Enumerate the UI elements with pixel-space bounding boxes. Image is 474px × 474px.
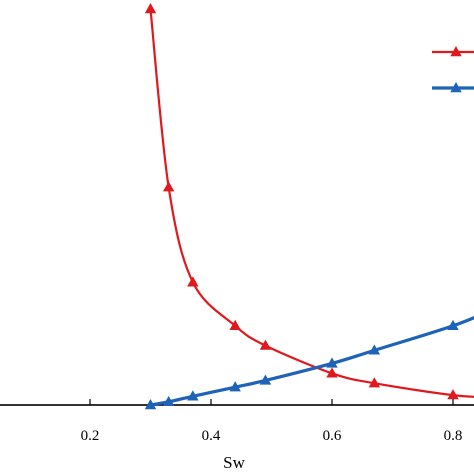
series-1-point (144, 3, 157, 14)
x-tick-label: 0.2 (81, 428, 100, 444)
x-tick-label: 0.8 (444, 428, 463, 444)
series-1-point (368, 377, 381, 388)
legend-marker-2 (450, 82, 462, 93)
plot-frame (0, 404, 474, 406)
legend-marker-1 (450, 46, 462, 57)
series-2-point (162, 395, 175, 407)
series-2-point (259, 374, 272, 385)
series-1-point (326, 367, 338, 378)
series-1-point (259, 339, 272, 350)
series-1-point (229, 319, 241, 330)
series-2-point (326, 357, 338, 368)
series-2-point (368, 344, 381, 355)
series-layer (144, 3, 474, 410)
series-2-point (187, 390, 199, 401)
series-2-point (229, 381, 241, 392)
x-tick-label: 0.6 (323, 428, 342, 444)
series-2-point (144, 399, 157, 410)
series-1-point (162, 181, 175, 192)
series-line-2 (148, 316, 474, 407)
series-line-1 (149, 7, 474, 398)
series-1-point (447, 389, 459, 400)
series-2-point (447, 319, 459, 330)
series-1-point (187, 276, 199, 287)
x-ticks: 0.2 0.4 0.6 0.8 (81, 399, 463, 444)
legend (432, 46, 474, 93)
x-axis-label: Sw (223, 453, 245, 472)
x-tick-label: 0.4 (202, 428, 221, 444)
